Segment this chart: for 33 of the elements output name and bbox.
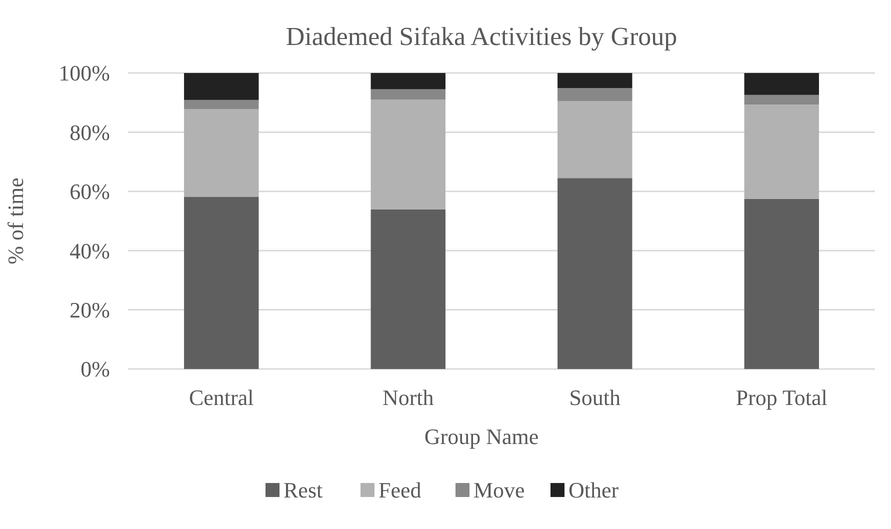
y-tick-label: 20% [70, 298, 110, 322]
x-tick-label: South [569, 385, 621, 410]
bar [184, 196, 259, 369]
y-tick-label: 100% [58, 60, 110, 86]
bar [370, 89, 446, 100]
bar [744, 198, 819, 369]
y-tick-label: 80% [70, 120, 110, 145]
bar [744, 94, 819, 105]
bar [184, 73, 259, 100]
legend-label: Feed [378, 478, 422, 503]
y-tick-label: 40% [70, 238, 110, 264]
x-tick-label: North [382, 385, 434, 410]
y-tick-label: 60% [70, 179, 110, 204]
bar [184, 100, 259, 110]
bar [184, 109, 259, 197]
bar [744, 73, 819, 95]
x-tick-label: Central [188, 385, 254, 410]
legend-label: Other [568, 478, 620, 503]
bar [370, 100, 446, 210]
bar [370, 73, 446, 90]
bar [558, 178, 632, 369]
y-axis-title: % of time [3, 178, 28, 264]
x-tick-label: Prop Total [736, 385, 828, 410]
bar [558, 101, 632, 178]
legend-label: Move [474, 478, 525, 503]
bar [744, 104, 819, 199]
y-tick-label: 0% [80, 356, 110, 382]
bar [558, 73, 632, 88]
chart-title: Diademed Sifaka Activities by Group [286, 22, 678, 51]
legend-label: Rest [284, 478, 323, 503]
x-axis-title: Group Name [424, 424, 539, 449]
bar [558, 88, 632, 102]
bar [370, 209, 446, 369]
